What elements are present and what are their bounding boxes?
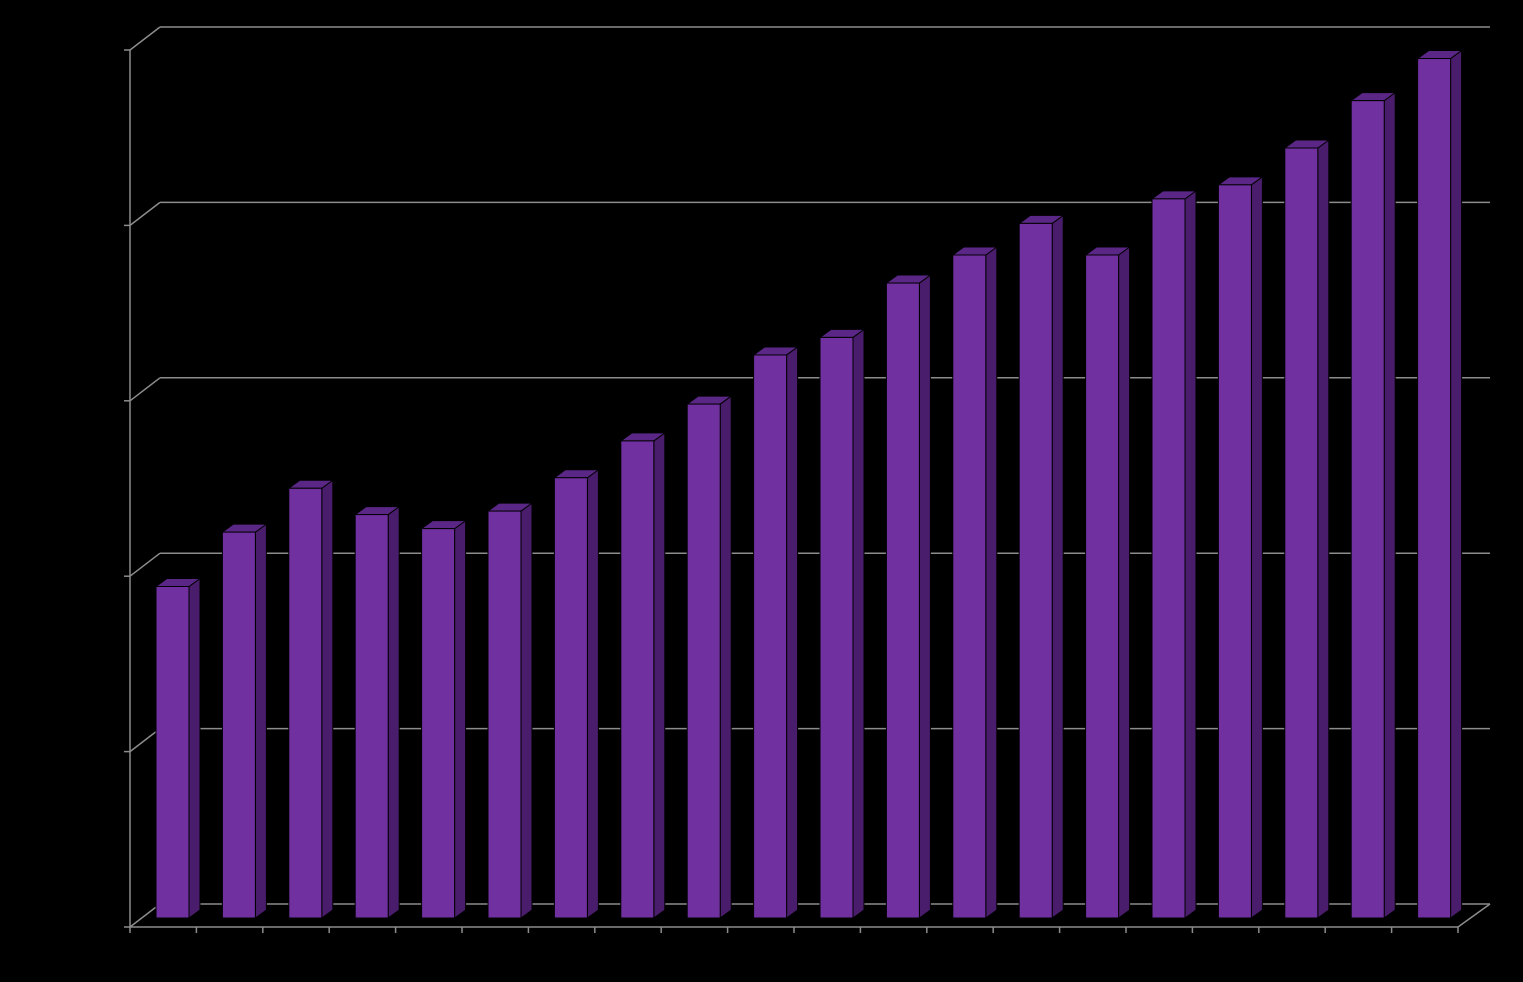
bar-front: [753, 354, 788, 919]
bar-side: [653, 431, 666, 919]
grid-diagonal: [129, 201, 161, 226]
bar-front: [155, 585, 190, 919]
bar-front: [1284, 147, 1319, 919]
bar-side: [1184, 189, 1197, 919]
bar: [1084, 246, 1132, 919]
bar-front: [885, 282, 920, 919]
bar-side: [985, 246, 998, 919]
grid-diagonal: [129, 377, 161, 402]
bar-front: [620, 440, 655, 919]
bar: [1150, 189, 1198, 919]
bar-side: [454, 519, 467, 919]
bar: [1216, 175, 1264, 919]
bar-side: [852, 328, 865, 919]
bar-front: [354, 514, 389, 919]
bar: [353, 505, 401, 919]
bar: [685, 395, 733, 919]
y-tick-label: 3: [110, 392, 118, 408]
bar-front: [1417, 58, 1452, 919]
bar-front: [819, 336, 854, 919]
bar: [818, 328, 866, 919]
bar: [884, 274, 932, 919]
bar-side: [1250, 175, 1263, 919]
bar-side: [786, 345, 799, 919]
bar-front: [1350, 100, 1385, 919]
bar-front: [221, 531, 256, 919]
bar: [1283, 139, 1331, 919]
bar-front: [952, 254, 987, 919]
y-tick-label: 1: [110, 742, 118, 758]
bar: [1416, 49, 1464, 919]
floor-edge: [1457, 903, 1491, 928]
bar: [752, 345, 800, 919]
bar-front: [487, 510, 522, 919]
bar: [951, 246, 999, 919]
y-tick-label: 4: [110, 216, 118, 232]
grid-diagonal: [129, 26, 161, 51]
bar-front: [1151, 198, 1186, 919]
bar-side: [321, 479, 334, 919]
bar: [220, 523, 268, 919]
bar-front: [1085, 254, 1120, 919]
bar: [154, 577, 202, 919]
bar-side: [1317, 139, 1330, 919]
grid-diagonal: [129, 903, 161, 928]
bar-front: [1217, 184, 1252, 919]
bar-side: [520, 502, 533, 919]
bar: [552, 468, 600, 919]
bar-side: [254, 523, 267, 919]
bar: [420, 519, 468, 919]
bar-front: [1018, 222, 1053, 919]
y-tick-label: 5: [110, 41, 118, 57]
grid-diagonal: [129, 728, 161, 753]
bar-side: [918, 274, 931, 919]
y-tick-label: 0: [110, 918, 118, 934]
bar: [1349, 91, 1397, 919]
bar-side: [586, 468, 599, 919]
bar-front: [553, 477, 588, 919]
bar-side: [387, 505, 400, 919]
bar-side: [1051, 214, 1064, 919]
bar-side: [1450, 49, 1463, 919]
bar: [287, 479, 335, 919]
grid-diagonal: [129, 552, 161, 577]
y-tick-label: 2: [110, 567, 118, 583]
bar-side: [719, 395, 732, 919]
bar-side: [1383, 91, 1396, 919]
bar-front: [288, 487, 323, 919]
bar-side: [1118, 246, 1131, 919]
bar: [486, 502, 534, 919]
bar: [619, 431, 667, 919]
bar-side: [188, 577, 201, 919]
bar-front: [686, 403, 721, 919]
bar-front: [421, 528, 456, 919]
bar: [1017, 214, 1065, 919]
